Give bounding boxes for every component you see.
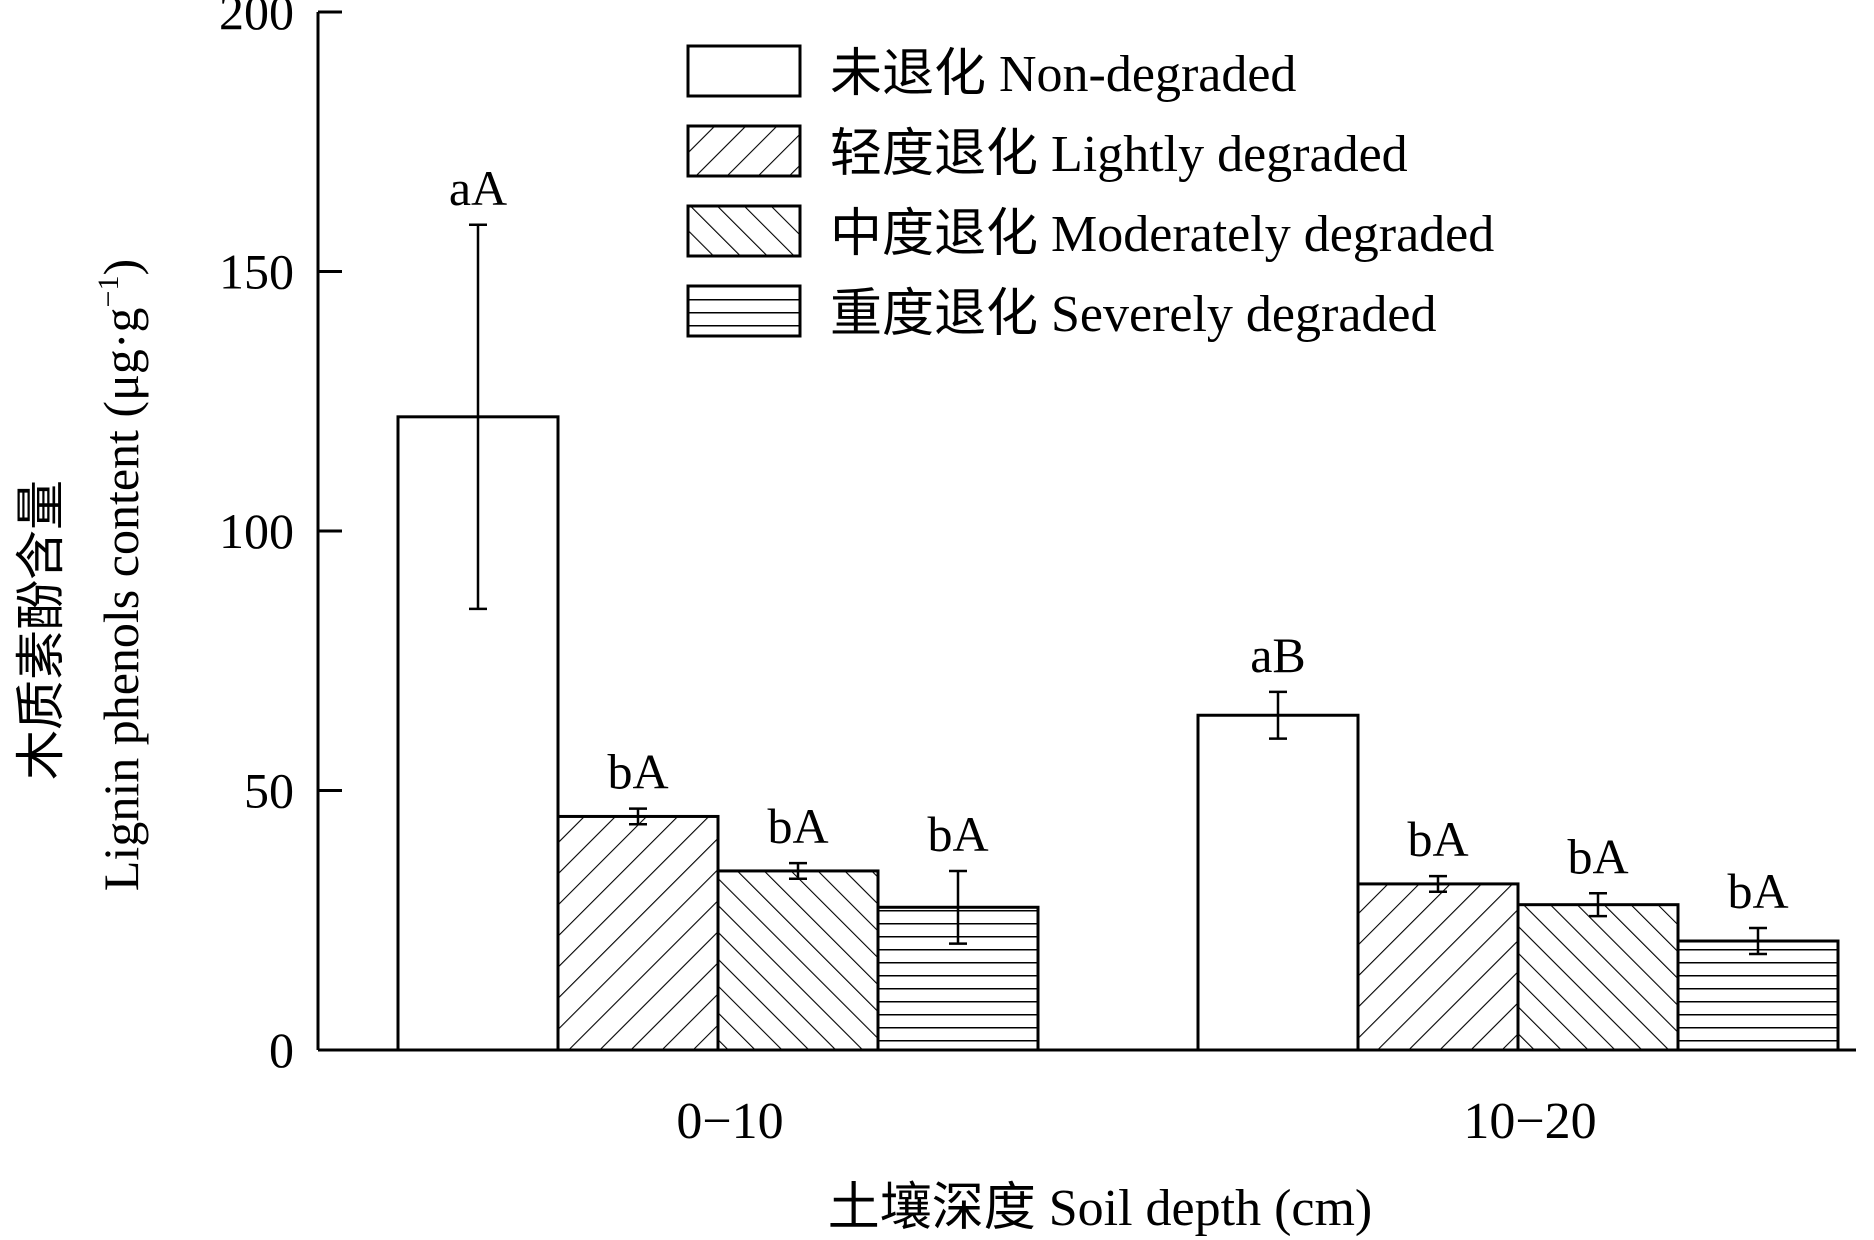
y-axis-label-close: ) <box>93 259 149 276</box>
y-axis-label-en: Lignin phenols content (μg·g−1) <box>92 259 149 891</box>
legend-label: 轻度退化 Lightly degraded <box>830 126 1408 183</box>
bar <box>1196 713 1360 1052</box>
bars: aA bA bA bA 0−10 aB bA bA bA 10−20 <box>396 160 1840 1150</box>
y-axis-label: 木质素酚含量 Lignin phenols content (μg·g−1) <box>13 259 149 891</box>
x-axis-label: 土壤深度 Soil depth (cm) <box>828 1180 1373 1237</box>
bar <box>1516 903 1680 1052</box>
legend-swatch <box>686 44 802 98</box>
y-tick-label: 150 <box>219 244 294 300</box>
legend: 未退化 Non-degraded 轻度退化 Lightly degraded 中度退… <box>686 44 1494 343</box>
legend-label: 中度退化 Moderately degraded <box>830 206 1494 263</box>
y-tick-label: 0 <box>269 1022 294 1078</box>
x-tick-label: 0−10 <box>676 1093 783 1150</box>
legend-swatch <box>686 204 802 258</box>
bar <box>556 814 720 1052</box>
legend-label: 未退化 Non-degraded <box>830 46 1296 103</box>
y-axis-label-en-text: Lignin phenols content (μg·g <box>93 307 149 891</box>
y-axis-label-superscript: −1 <box>92 276 125 308</box>
y-tick-label: 100 <box>219 503 294 559</box>
significance-label: bA <box>1567 828 1628 884</box>
significance-label: bA <box>927 806 988 862</box>
significance-label: bA <box>607 744 668 800</box>
bar <box>1356 882 1520 1052</box>
y-tick-label: 50 <box>244 763 294 819</box>
legend-swatch <box>686 124 802 178</box>
bar <box>1676 939 1840 1052</box>
bar <box>716 869 880 1052</box>
legend-label: 重度退化 Severely degraded <box>830 286 1436 343</box>
significance-label: bA <box>1727 863 1788 919</box>
significance-label: bA <box>1407 811 1468 867</box>
y-axis-label-cn: 木质素酚含量 <box>13 480 69 780</box>
x-tick-label: 10−20 <box>1463 1093 1596 1150</box>
significance-label: aB <box>1250 627 1306 683</box>
legend-swatch <box>686 284 802 338</box>
y-tick-label: 200 <box>219 0 294 40</box>
significance-label: bA <box>767 798 828 854</box>
significance-label: aA <box>449 160 507 216</box>
